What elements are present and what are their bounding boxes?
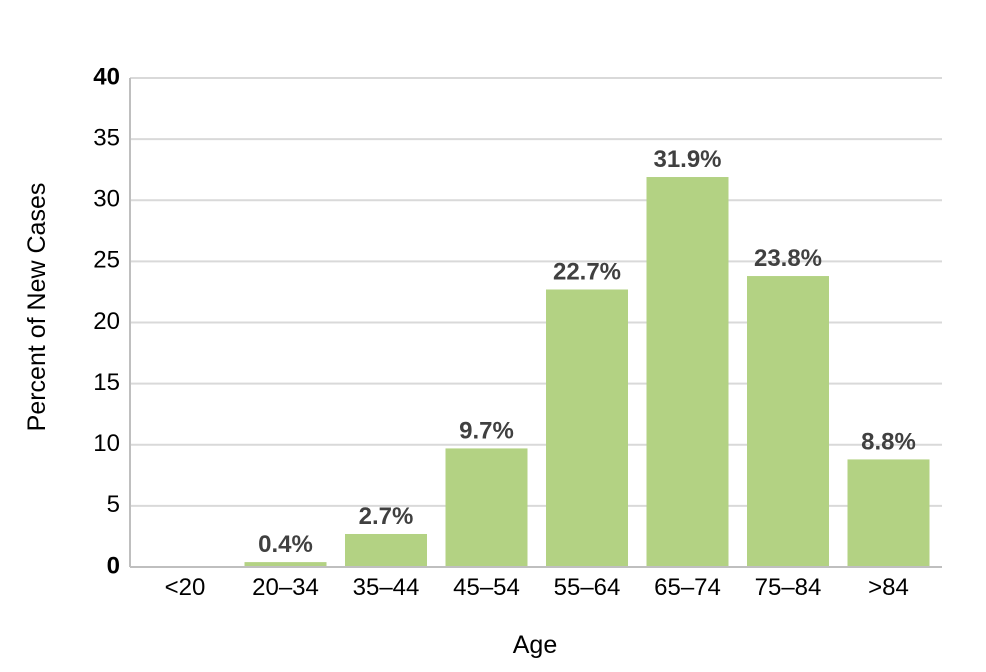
y-tick-label: 25 bbox=[93, 247, 120, 274]
bar-data-label: 8.8% bbox=[861, 428, 916, 455]
bar-data-labels: 0.4% 2.7% 9.7% 22.7% 31.9% 23.8% 8.8% bbox=[258, 146, 916, 558]
bars bbox=[244, 177, 930, 567]
bar-data-label: 31.9% bbox=[653, 146, 721, 173]
y-tick-label: 35 bbox=[93, 124, 120, 151]
bar bbox=[646, 177, 729, 567]
y-tick-label: 5 bbox=[107, 491, 120, 518]
bar-data-label: 0.4% bbox=[258, 531, 313, 558]
y-tick-labels: 0 5 10 15 20 25 30 35 40 bbox=[93, 63, 120, 579]
x-tick-labels: <20 20–34 35–44 45–54 55–64 65–74 75–84 >84 bbox=[165, 574, 909, 601]
bar-data-label: 22.7% bbox=[553, 258, 621, 285]
y-tick-label: 0 bbox=[107, 552, 120, 579]
x-tick-label: 45–54 bbox=[453, 574, 520, 601]
x-tick-label: 35–44 bbox=[353, 574, 420, 601]
x-tick-label: 65–74 bbox=[654, 574, 721, 601]
y-tick-label: 10 bbox=[93, 430, 120, 457]
bar bbox=[546, 289, 628, 567]
bar-data-label: 9.7% bbox=[459, 417, 514, 444]
y-axis-title: Percent of New Cases bbox=[23, 183, 51, 432]
x-tick-label: 55–64 bbox=[554, 574, 621, 601]
x-tick-label: 20–34 bbox=[252, 574, 319, 601]
x-tick-label: <20 bbox=[165, 574, 206, 601]
bar bbox=[345, 533, 427, 567]
y-tick-label: 15 bbox=[93, 369, 120, 396]
grid-lines bbox=[130, 77, 942, 507]
x-tick-label: >84 bbox=[868, 574, 909, 601]
y-tick-label: 40 bbox=[93, 63, 120, 90]
bar-data-label: 23.8% bbox=[754, 245, 822, 272]
x-axis-title: Age bbox=[513, 631, 557, 659]
y-tick-label: 20 bbox=[93, 308, 120, 335]
x-tick-label: 75–84 bbox=[755, 574, 822, 601]
y-tick-label: 30 bbox=[93, 186, 120, 213]
bar bbox=[747, 276, 829, 567]
axes bbox=[129, 78, 942, 568]
bar-data-label: 2.7% bbox=[359, 503, 414, 530]
bar bbox=[445, 448, 528, 567]
bar bbox=[847, 459, 930, 567]
bar bbox=[244, 562, 327, 567]
